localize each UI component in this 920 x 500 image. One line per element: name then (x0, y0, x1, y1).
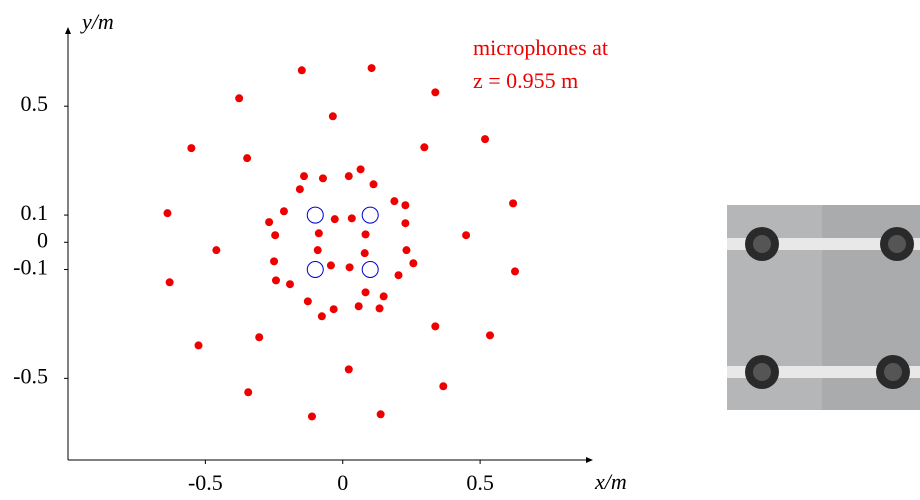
point (326, 261, 335, 270)
point (344, 172, 353, 181)
point (265, 218, 274, 227)
point (402, 246, 411, 255)
y-tick-label: 0.5 (21, 91, 49, 116)
point (270, 257, 279, 266)
open-marker (361, 260, 379, 278)
point (187, 144, 196, 153)
y-tick-label: -0.5 (13, 363, 48, 388)
point (285, 280, 294, 289)
point (394, 271, 403, 280)
point (439, 382, 448, 391)
point (401, 201, 410, 210)
point (367, 64, 376, 73)
point (361, 288, 370, 297)
open-marker (306, 206, 324, 224)
x-tick-label: 0.5 (466, 470, 494, 495)
point (295, 185, 304, 194)
point (313, 246, 322, 255)
point (255, 333, 264, 342)
point (212, 246, 221, 255)
point (329, 305, 338, 314)
point (314, 229, 323, 238)
point (235, 94, 244, 103)
point (345, 263, 354, 272)
point (165, 278, 174, 287)
point (375, 304, 384, 313)
point (244, 388, 253, 397)
point (485, 331, 494, 340)
point (360, 249, 369, 258)
point (431, 322, 440, 331)
x-axis-label: x/m (594, 469, 627, 494)
point (510, 267, 519, 276)
point (317, 312, 326, 321)
point (379, 292, 388, 301)
point (361, 230, 370, 239)
photo (727, 205, 920, 410)
point (303, 297, 312, 306)
y-tick-label: 0 (37, 227, 48, 252)
point (318, 174, 327, 183)
point (420, 143, 429, 152)
annotation: z = 0.955 m (473, 68, 578, 93)
point (356, 165, 365, 174)
point (271, 231, 280, 240)
point (194, 341, 203, 350)
point (163, 209, 172, 218)
point (347, 214, 356, 223)
point (330, 215, 339, 224)
point (328, 112, 337, 121)
y-tick-label: -0.1 (13, 255, 48, 280)
point (462, 231, 471, 240)
point (431, 88, 440, 97)
annotation: microphones at (473, 35, 608, 60)
open-marker (306, 260, 324, 278)
point (299, 172, 308, 181)
point (509, 199, 518, 208)
point (376, 410, 385, 419)
y-tick-label: 0.1 (21, 200, 49, 225)
point (271, 276, 280, 285)
point (401, 219, 410, 228)
point (409, 259, 418, 268)
x-tick-label: -0.5 (188, 470, 223, 495)
open-marker (361, 206, 379, 224)
point (344, 365, 353, 374)
point (307, 412, 316, 421)
point (481, 135, 490, 144)
point (390, 197, 399, 206)
point (243, 154, 252, 163)
point (369, 180, 378, 189)
point (279, 207, 288, 216)
point (354, 302, 363, 311)
y-axis-label: y/m (80, 9, 114, 34)
point (297, 66, 306, 75)
x-tick-label: 0 (337, 470, 348, 495)
